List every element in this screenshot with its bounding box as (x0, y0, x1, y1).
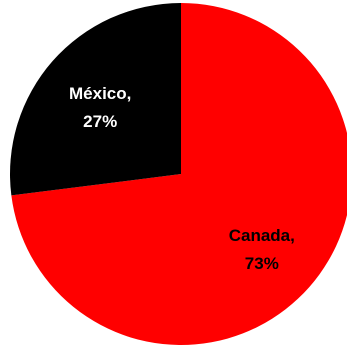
pie-label-m-xico: México, 27% (69, 84, 131, 131)
pie-slices (10, 3, 347, 345)
pie-labels: Canada, 73% México, 27% (69, 84, 295, 273)
pie-slice-m-xico (10, 3, 182, 196)
pie-label-canada: Canada, 73% (229, 226, 295, 273)
pie-slice-canada (11, 3, 347, 345)
